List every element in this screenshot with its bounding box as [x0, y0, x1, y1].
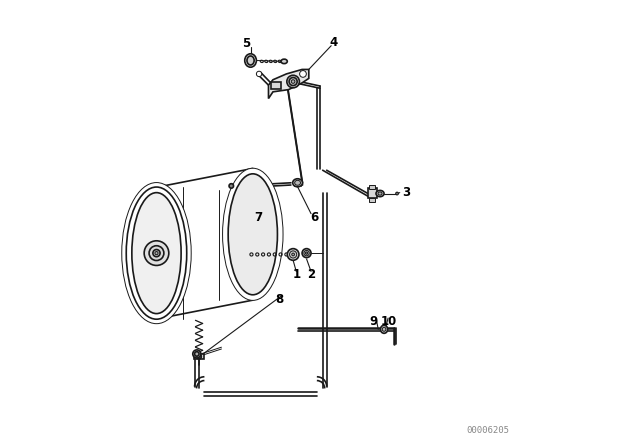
- Text: 2: 2: [307, 268, 315, 281]
- Ellipse shape: [193, 350, 201, 358]
- Polygon shape: [269, 69, 308, 99]
- Text: 1: 1: [292, 268, 300, 281]
- Ellipse shape: [228, 174, 277, 295]
- Text: 4: 4: [330, 36, 337, 49]
- Ellipse shape: [380, 325, 388, 333]
- Ellipse shape: [153, 250, 160, 257]
- Ellipse shape: [223, 168, 283, 300]
- Ellipse shape: [294, 180, 301, 185]
- Bar: [271, 82, 280, 89]
- Ellipse shape: [378, 192, 382, 195]
- Ellipse shape: [126, 187, 187, 319]
- Ellipse shape: [302, 249, 311, 258]
- Text: 6: 6: [310, 211, 318, 224]
- Ellipse shape: [304, 250, 309, 256]
- Ellipse shape: [376, 190, 384, 197]
- Bar: [368, 188, 377, 198]
- Ellipse shape: [287, 75, 300, 88]
- Text: 00006205: 00006205: [467, 426, 509, 435]
- Ellipse shape: [382, 327, 386, 332]
- Ellipse shape: [396, 192, 398, 195]
- Ellipse shape: [132, 193, 181, 314]
- Ellipse shape: [247, 56, 254, 65]
- Ellipse shape: [257, 71, 262, 77]
- Ellipse shape: [144, 241, 169, 265]
- Text: 5: 5: [242, 37, 250, 51]
- Ellipse shape: [305, 252, 308, 254]
- Ellipse shape: [292, 253, 294, 256]
- Ellipse shape: [122, 182, 191, 323]
- Ellipse shape: [292, 179, 303, 187]
- Ellipse shape: [195, 352, 199, 356]
- Ellipse shape: [289, 78, 297, 86]
- Text: 10: 10: [381, 315, 397, 328]
- Text: 9: 9: [370, 315, 378, 328]
- Ellipse shape: [155, 251, 158, 254]
- Ellipse shape: [300, 70, 307, 77]
- Bar: [369, 185, 375, 189]
- Bar: [194, 354, 204, 359]
- Ellipse shape: [149, 246, 164, 260]
- Text: 3: 3: [403, 186, 410, 199]
- Ellipse shape: [244, 54, 257, 67]
- Ellipse shape: [289, 251, 297, 258]
- Text: 8: 8: [276, 293, 284, 306]
- Bar: [369, 198, 375, 202]
- Text: 7: 7: [255, 211, 262, 224]
- Ellipse shape: [291, 80, 295, 83]
- Ellipse shape: [196, 354, 201, 359]
- Ellipse shape: [287, 249, 299, 260]
- Ellipse shape: [281, 59, 287, 64]
- Ellipse shape: [229, 184, 234, 188]
